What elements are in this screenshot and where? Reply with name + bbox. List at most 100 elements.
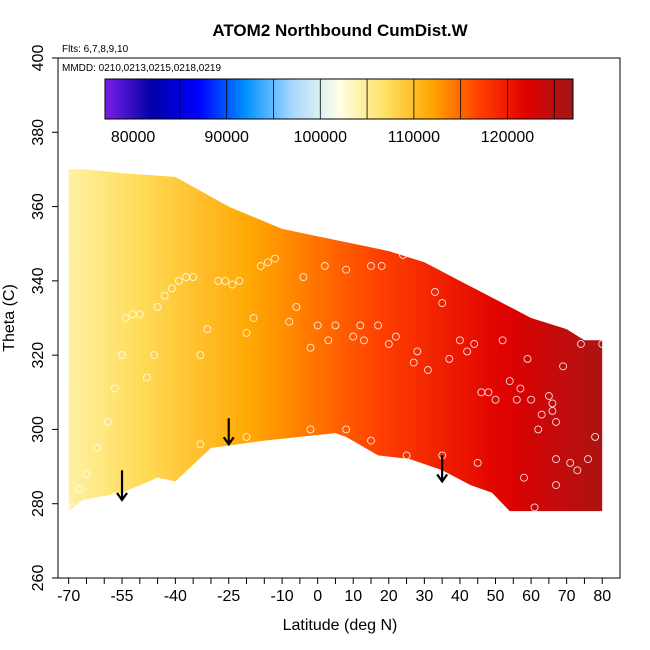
arrow [116,470,128,502]
x-axis: -70 -55 -40 -25 -10 0 10 20 30 40 50 60 70 80 [57,578,611,605]
flight-point [598,340,607,348]
arrow [436,455,449,484]
flight-point [537,410,546,419]
y-tick-label: 380 [30,119,47,146]
flight-point [413,347,422,356]
x-axis-title: Latitude (deg N) [283,617,398,634]
flight-point [367,436,375,445]
flight-point [367,262,375,270]
flight-point [160,291,169,300]
flight-point [552,418,560,426]
flight-point [530,503,539,512]
field-area [68,169,603,512]
flight-point [242,328,251,337]
flight-point [455,336,464,345]
flight-point [153,477,162,486]
colorbar-tick-label: 80000 [111,129,156,146]
flight-point [470,340,479,348]
flight-point [445,354,454,363]
flight-point [263,258,272,267]
flight-point [566,458,575,467]
y-tick-label: 280 [30,490,47,517]
flight-point [242,432,251,441]
flight-point [384,340,393,348]
x-tick-label: -25 [217,588,240,605]
flight-point [534,425,543,434]
x-tick-label: 70 [558,588,576,605]
flight-point [324,336,333,345]
flight-point [359,336,368,345]
x-tick-label: 0 [313,588,322,605]
x-tick-label: 80 [593,588,611,605]
flight-point [256,262,265,270]
flight-point [189,273,198,282]
flight-point [221,276,230,285]
flight-point [374,321,383,330]
flight-point [349,332,358,341]
flight-point [498,336,507,345]
colorbar-tick-label: 90000 [204,129,249,146]
flight-point [423,366,432,374]
flight-point [473,458,482,467]
x-tick-label: -70 [57,588,80,605]
colorbar-fill [105,79,573,119]
flight-point [484,388,493,397]
colorbar-tick-label: 110000 [388,129,440,146]
flight-point [68,503,77,512]
flight-point [174,276,183,285]
flight-point [299,273,308,282]
plot-frame [57,57,621,579]
flight-point [377,262,386,270]
flight-point [196,351,205,360]
flight-point [505,377,514,386]
flight-point [82,470,91,478]
flight-point [285,317,294,326]
flight-point [331,321,340,330]
x-tick-label: -10 [271,588,294,605]
flight-point [313,321,322,330]
y-tick-label: 400 [30,45,47,72]
y-axis-title: Theta (C) [1,284,18,352]
flight-point [552,481,560,490]
x-tick-label: 50 [487,588,505,605]
flight-point [306,343,315,352]
flight-point [121,314,130,322]
flight-point [584,455,592,464]
colorbar: 80000 90000 100000 110000 120000 [104,78,574,146]
chart-title: ATOM2 Northbound CumDist.W [212,21,468,40]
flight-point [591,432,600,441]
flight-point [118,351,126,360]
flight-point [228,280,237,289]
flight-point [142,373,151,382]
flights-label: Flts: 6,7,8,9,10 [62,44,129,55]
flight-point [544,392,553,400]
x-tick-label: 10 [344,588,362,605]
colorbar-tick-label: 120000 [481,129,534,146]
flight-point [576,340,585,348]
flight-point [548,406,557,415]
flight-point [342,265,351,274]
flight-point [527,395,536,404]
flight-point [409,358,418,367]
arrow-head [222,436,235,447]
flight-point [391,332,400,341]
flight-point [491,395,500,404]
flight-point [523,354,532,363]
x-tick-label: -55 [110,588,133,605]
y-axis: 260 280 300 320 340 360 380 400 [30,45,58,591]
flight-point [399,250,407,259]
flight-point [93,444,102,452]
flight-point [110,384,119,393]
flight-point [235,276,244,285]
y-tick-label: 360 [30,193,47,220]
flight-point [431,288,439,296]
flight-point [342,425,351,434]
y-tick-label: 340 [30,267,47,294]
flight-point [559,362,568,371]
flight-point [356,321,365,330]
field-layer [68,169,603,512]
flight-point [402,451,411,460]
flight-point [135,310,144,319]
flight-point [271,254,279,263]
x-tick-label: -40 [164,588,187,605]
